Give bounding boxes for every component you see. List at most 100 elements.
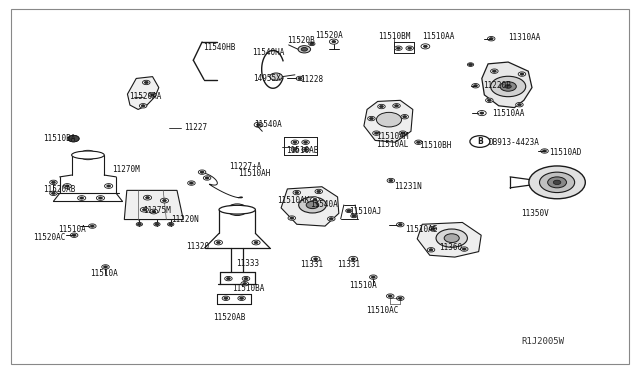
Circle shape — [304, 141, 307, 143]
Circle shape — [352, 215, 356, 217]
Circle shape — [77, 196, 86, 201]
Circle shape — [332, 41, 336, 43]
Circle shape — [70, 233, 78, 237]
Circle shape — [351, 258, 355, 260]
Circle shape — [306, 201, 319, 209]
Circle shape — [254, 241, 258, 244]
Circle shape — [436, 229, 467, 247]
Circle shape — [290, 217, 294, 219]
Circle shape — [52, 181, 55, 183]
Ellipse shape — [219, 205, 255, 214]
Circle shape — [72, 234, 76, 236]
Circle shape — [388, 295, 392, 297]
Text: 11510A: 11510A — [349, 280, 376, 290]
Circle shape — [240, 297, 243, 299]
Circle shape — [395, 105, 398, 107]
Circle shape — [310, 197, 319, 202]
Circle shape — [500, 82, 516, 91]
Circle shape — [224, 297, 228, 299]
Circle shape — [529, 166, 586, 199]
Text: 11510A: 11510A — [90, 269, 118, 278]
Text: 11360: 11360 — [439, 244, 462, 253]
Circle shape — [242, 276, 250, 281]
Circle shape — [315, 189, 323, 194]
Circle shape — [462, 248, 466, 250]
Text: 11540HB: 11540HB — [204, 43, 236, 52]
Text: 11540A: 11540A — [310, 200, 339, 209]
Circle shape — [293, 190, 301, 195]
Circle shape — [505, 85, 511, 88]
Circle shape — [401, 132, 404, 134]
Circle shape — [461, 247, 468, 251]
Circle shape — [548, 177, 566, 188]
Circle shape — [374, 132, 378, 134]
Circle shape — [143, 195, 152, 200]
Circle shape — [399, 131, 406, 135]
Circle shape — [140, 104, 147, 108]
Circle shape — [376, 112, 401, 127]
Circle shape — [141, 105, 145, 107]
Text: 11510AA: 11510AA — [493, 109, 525, 118]
Circle shape — [369, 275, 377, 279]
Text: 11520AB: 11520AB — [213, 313, 245, 322]
Circle shape — [543, 150, 547, 152]
Circle shape — [424, 45, 428, 48]
Circle shape — [168, 222, 174, 226]
Text: 11228: 11228 — [300, 75, 323, 84]
Circle shape — [104, 184, 113, 188]
Circle shape — [468, 64, 472, 66]
Circle shape — [188, 181, 195, 185]
Circle shape — [138, 223, 141, 225]
Text: 11275M: 11275M — [143, 206, 171, 215]
Circle shape — [372, 131, 380, 135]
Circle shape — [371, 276, 375, 278]
Circle shape — [431, 228, 435, 230]
Text: 11510AC: 11510AC — [367, 306, 399, 315]
Circle shape — [222, 296, 230, 301]
Circle shape — [516, 103, 524, 107]
Text: 11510BM: 11510BM — [378, 32, 410, 41]
Circle shape — [313, 198, 317, 201]
Text: 11510AL: 11510AL — [376, 140, 409, 148]
Circle shape — [99, 197, 102, 199]
Text: 11510BA: 11510BA — [232, 283, 264, 292]
Text: 11227+A: 11227+A — [229, 162, 261, 171]
Circle shape — [205, 177, 209, 179]
Circle shape — [398, 224, 402, 226]
Text: 11510AK: 11510AK — [277, 196, 310, 205]
Circle shape — [90, 225, 94, 227]
Circle shape — [406, 46, 413, 50]
Circle shape — [148, 93, 156, 97]
Circle shape — [369, 118, 373, 120]
Circle shape — [80, 197, 84, 199]
Circle shape — [293, 148, 297, 151]
Circle shape — [428, 248, 435, 252]
Circle shape — [351, 214, 357, 218]
Circle shape — [397, 47, 400, 49]
Circle shape — [216, 241, 220, 244]
Circle shape — [143, 209, 147, 211]
Polygon shape — [127, 77, 159, 109]
Circle shape — [397, 296, 404, 301]
Text: 11231N: 11231N — [394, 182, 422, 191]
Circle shape — [270, 73, 282, 80]
Circle shape — [107, 185, 111, 187]
Circle shape — [65, 185, 69, 187]
Circle shape — [346, 209, 352, 213]
Circle shape — [387, 294, 394, 298]
Circle shape — [161, 198, 168, 203]
Circle shape — [304, 148, 307, 151]
Circle shape — [429, 249, 433, 251]
Circle shape — [380, 105, 383, 108]
Circle shape — [227, 278, 230, 280]
Polygon shape — [482, 62, 532, 108]
Circle shape — [541, 149, 548, 153]
Text: 11510AD: 11510AD — [549, 148, 581, 157]
Circle shape — [295, 192, 299, 194]
Circle shape — [252, 240, 260, 245]
Circle shape — [150, 209, 158, 214]
Circle shape — [254, 122, 263, 127]
Polygon shape — [124, 190, 183, 219]
Circle shape — [398, 297, 402, 299]
Circle shape — [140, 207, 148, 212]
